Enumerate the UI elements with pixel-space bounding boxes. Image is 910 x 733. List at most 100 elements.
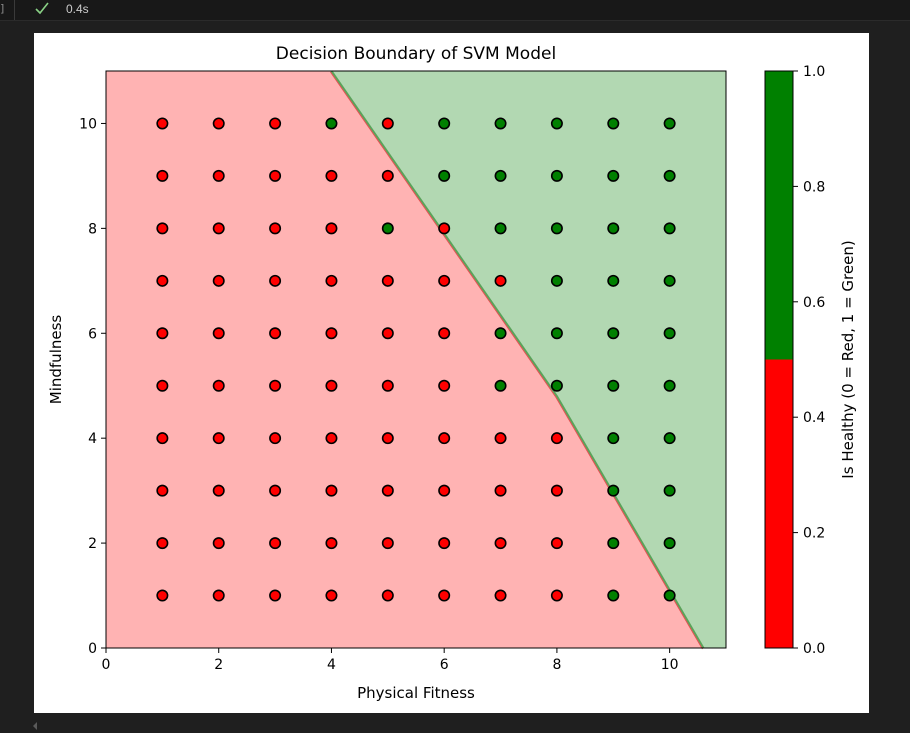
colorbar-label: Is Healthy (0 = Red, 1 = Green) <box>839 240 857 478</box>
data-point <box>156 537 169 550</box>
data-point <box>438 537 451 550</box>
data-point <box>494 432 507 445</box>
data-point <box>663 537 676 550</box>
data-point <box>381 379 394 392</box>
data-point <box>212 274 225 287</box>
data-point <box>607 169 620 182</box>
data-point <box>494 589 507 602</box>
data-point <box>269 222 282 235</box>
chart-title: Decision Boundary of SVM Model <box>276 44 556 64</box>
data-point <box>438 327 451 340</box>
colorbar-tick-label: 0.8 <box>803 179 825 195</box>
x-tick-label: 0 <box>102 657 111 673</box>
cell-status-bar: ] 0.4s <box>0 0 910 21</box>
data-point <box>663 274 676 287</box>
data-point <box>550 222 563 235</box>
colorbar-tick-label: 0.2 <box>803 526 825 542</box>
data-point <box>212 117 225 130</box>
data-point <box>550 537 563 550</box>
data-point <box>663 222 676 235</box>
data-point <box>381 117 394 130</box>
data-point <box>381 222 394 235</box>
data-point <box>212 537 225 550</box>
x-axis-label: Physical Fitness <box>357 684 475 702</box>
data-point <box>494 537 507 550</box>
data-point <box>325 537 338 550</box>
data-point <box>438 169 451 182</box>
data-point <box>607 274 620 287</box>
data-point <box>269 537 282 550</box>
data-point <box>269 327 282 340</box>
x-tick-label: 8 <box>552 657 561 673</box>
cell-bracket: ] <box>0 2 5 15</box>
data-point <box>494 379 507 392</box>
x-tick-label: 4 <box>327 657 336 673</box>
data-point <box>663 169 676 182</box>
colorbar-tick-label: 1.0 <box>803 64 825 80</box>
data-point <box>550 327 563 340</box>
data-point <box>156 274 169 287</box>
data-point <box>607 484 620 497</box>
colorbar-frame <box>764 70 794 649</box>
data-point <box>325 432 338 445</box>
data-point <box>325 222 338 235</box>
data-point <box>438 222 451 235</box>
execution-time: 0.4s <box>66 2 89 16</box>
colorbar-tick-label: 0.0 <box>803 641 825 657</box>
data-point <box>325 589 338 602</box>
data-point <box>269 432 282 445</box>
data-point <box>494 484 507 497</box>
y-tick-label: 4 <box>88 431 97 447</box>
data-point <box>325 169 338 182</box>
data-point <box>381 484 394 497</box>
x-tick-label: 2 <box>214 657 223 673</box>
data-point <box>156 432 169 445</box>
data-point <box>325 274 338 287</box>
data-point <box>438 432 451 445</box>
y-tick-label: 8 <box>88 221 97 237</box>
data-point <box>438 589 451 602</box>
data-point <box>438 274 451 287</box>
data-point <box>212 327 225 340</box>
data-point <box>325 327 338 340</box>
data-point <box>269 379 282 392</box>
data-point <box>212 169 225 182</box>
data-point <box>269 274 282 287</box>
y-tick-label: 10 <box>79 116 97 132</box>
data-point <box>663 484 676 497</box>
data-point <box>663 589 676 602</box>
data-point <box>212 432 225 445</box>
data-point <box>550 379 563 392</box>
data-point <box>438 117 451 130</box>
data-point <box>663 117 676 130</box>
colorbar-red <box>765 359 793 648</box>
data-point <box>381 169 394 182</box>
data-point <box>381 432 394 445</box>
data-point <box>156 222 169 235</box>
data-point <box>156 484 169 497</box>
data-point <box>438 379 451 392</box>
data-point <box>663 379 676 392</box>
data-point <box>550 274 563 287</box>
data-point <box>607 379 620 392</box>
data-point <box>550 169 563 182</box>
data-point <box>381 327 394 340</box>
data-point <box>607 222 620 235</box>
data-point <box>550 117 563 130</box>
data-point <box>494 169 507 182</box>
scroll-left-icon[interactable] <box>33 722 37 730</box>
data-point <box>607 117 620 130</box>
y-tick-label: 6 <box>88 326 97 342</box>
data-point <box>550 589 563 602</box>
x-tick-label: 10 <box>661 657 679 673</box>
plot-frame <box>105 70 727 649</box>
data-point <box>325 117 338 130</box>
data-point <box>156 379 169 392</box>
data-point <box>212 222 225 235</box>
data-point <box>269 589 282 602</box>
y-tick-label: 2 <box>88 536 97 552</box>
data-point <box>494 327 507 340</box>
decision-boundary-line <box>330 70 705 649</box>
x-tick-label: 6 <box>440 657 449 673</box>
data-point <box>269 484 282 497</box>
